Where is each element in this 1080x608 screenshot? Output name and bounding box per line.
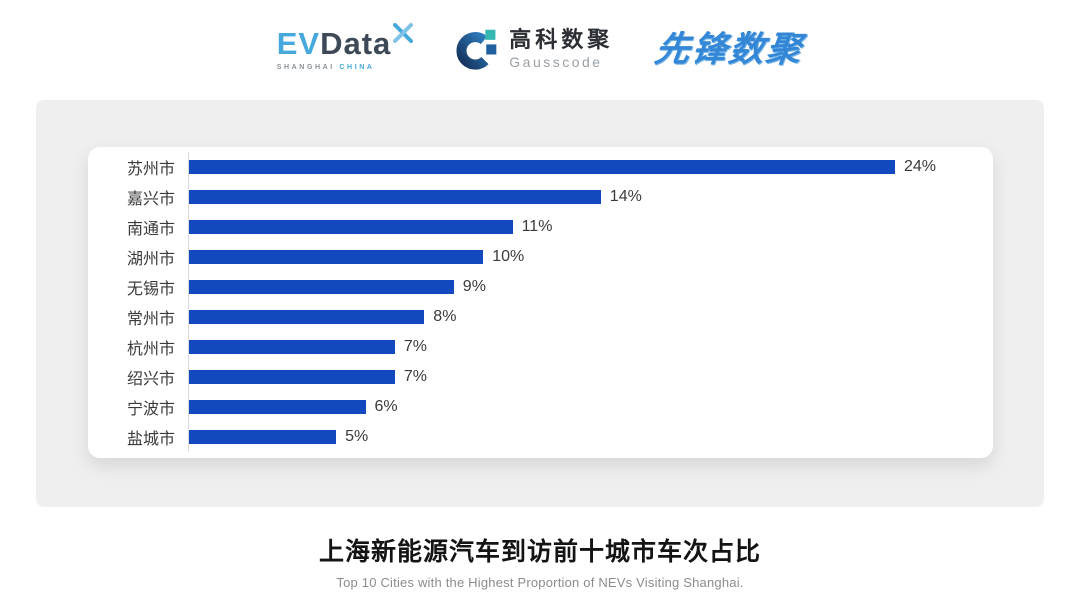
bar-track: 24% [188, 152, 993, 182]
evdata-logo: EV Data SHANGHAI CHINA [276, 22, 415, 71]
chart-row: 杭州市 7% [88, 332, 993, 362]
bar [189, 370, 395, 384]
value-label: 7% [403, 368, 428, 385]
value-label: 9% [462, 278, 486, 295]
chart-row: 无锡市 9% [88, 272, 993, 302]
city-label: 宁波市 [126, 401, 175, 418]
bar-track: 9% [188, 272, 993, 302]
bar-track: 6% [188, 392, 993, 422]
value-label: 11% [521, 218, 553, 235]
chart-subtitle: Top 10 Cities with the Highest Proportio… [336, 575, 744, 590]
chart-row: 湖州市 10% [88, 242, 993, 272]
bar [189, 400, 366, 414]
chart-row: 苏州市 24% [88, 152, 993, 182]
gausscode-en-text: Gausscode [509, 54, 603, 70]
city-label: 湖州市 [126, 251, 175, 268]
city-label: 盐城市 [126, 431, 175, 448]
evdata-sparkle-x-icon [393, 22, 414, 43]
value-label: 8% [433, 308, 457, 325]
chart-panel: 苏州市 24% 嘉兴市 14% 南通市 11% 湖州市 10% 无锡市 9% [88, 147, 993, 458]
value-label: 6% [374, 398, 398, 415]
gausscode-g-icon [456, 29, 497, 70]
city-label: 嘉兴市 [126, 191, 175, 208]
value-label: 14% [609, 188, 642, 205]
evdata-tagline-shanghai: SHANGHAI [276, 63, 335, 71]
evdata-tagline-china: CHINA [339, 63, 375, 71]
bar [189, 250, 484, 264]
value-label: 7% [403, 338, 428, 355]
bar [189, 190, 601, 204]
bar-track: 14% [188, 182, 993, 212]
bar-track: 11% [188, 212, 993, 242]
xianfeng-shuju-logo: 先锋数聚 [652, 29, 807, 69]
chart-row: 南通市 11% [88, 212, 993, 242]
chart-row: 盐城市 5% [88, 422, 993, 452]
value-label: 5% [345, 428, 369, 445]
bar [189, 310, 425, 324]
city-label: 苏州市 [126, 161, 175, 178]
bar [189, 430, 337, 444]
city-label: 常州市 [126, 311, 175, 328]
footer: 上海新能源汽车到访前十城市车次占比 Top 10 Cities with the… [0, 532, 1080, 590]
chart-row: 宁波市 6% [88, 392, 993, 422]
value-label: 24% [904, 158, 937, 175]
chart-row: 常州市 8% [88, 302, 993, 332]
gausscode-cn-text: 高科数聚 [509, 27, 614, 52]
evdata-data-text: Data [320, 25, 392, 61]
bar-track: 7% [188, 362, 993, 392]
value-label: 10% [492, 248, 525, 265]
bar [189, 220, 513, 234]
city-label: 绍兴市 [126, 371, 175, 388]
bar-chart: 苏州市 24% 嘉兴市 14% 南通市 11% 湖州市 10% 无锡市 9% [88, 152, 993, 452]
bar [189, 280, 454, 294]
bar [189, 160, 895, 174]
evdata-wordmark: EV Data [276, 22, 415, 61]
city-label: 无锡市 [126, 281, 175, 298]
chart-card: 苏州市 24% 嘉兴市 14% 南通市 11% 湖州市 10% 无锡市 9% [36, 100, 1044, 507]
chart-title: 上海新能源汽车到访前十城市车次占比 [318, 538, 761, 566]
gausscode-wordmark: 高科数聚 Gausscode [509, 27, 614, 70]
bar [189, 340, 395, 354]
bar-track: 10% [188, 242, 993, 272]
bar-track: 7% [188, 332, 993, 362]
city-label: 南通市 [126, 221, 175, 238]
logo-bar: EV Data SHANGHAI CHINA 高科数聚 Gauss [0, 16, 1080, 82]
city-label: 杭州市 [126, 341, 175, 358]
evdata-ev-text: EV [276, 25, 321, 61]
evdata-tagline: SHANGHAI CHINA [277, 64, 375, 71]
bar-track: 8% [188, 302, 993, 332]
gausscode-logo: 高科数聚 Gausscode [456, 27, 613, 71]
chart-row: 嘉兴市 14% [88, 182, 993, 212]
chart-row: 绍兴市 7% [88, 362, 993, 392]
bar-track: 5% [188, 422, 993, 452]
